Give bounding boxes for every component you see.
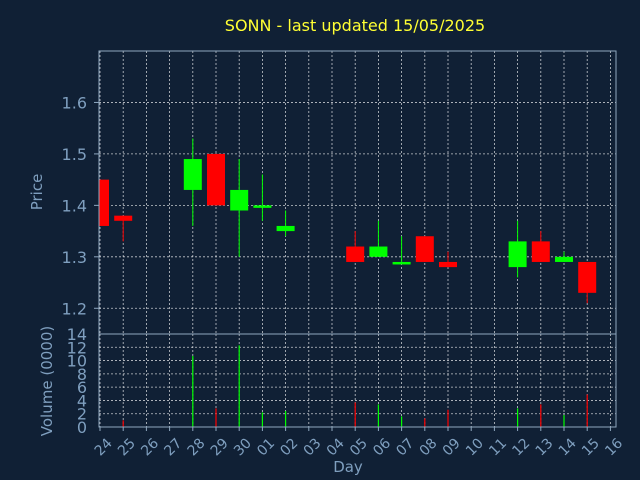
volume-tick-label: 8: [77, 365, 87, 384]
volume-tick-label: 0: [77, 418, 87, 437]
candle-body: [508, 241, 527, 268]
volume-tick-label: 6: [77, 378, 87, 397]
x-tick-label: 10: [463, 435, 487, 459]
volume-panel-frame: [98, 333, 617, 428]
x-tick-label: 13: [533, 435, 557, 459]
price-tick-label: 1.2: [62, 299, 87, 318]
volume-tick-label: 10: [67, 352, 87, 371]
price-tick-label: 1.4: [62, 196, 87, 215]
candle-body: [114, 215, 133, 221]
price-axis-label: Price: [28, 174, 46, 211]
x-tick-label: 06: [370, 435, 394, 459]
candle-body: [207, 153, 225, 206]
x-tick-label: 15: [579, 435, 603, 459]
x-tick-label: 02: [277, 435, 301, 459]
price-tick-label: 1.6: [62, 93, 87, 112]
candle-body: [369, 246, 388, 257]
x-tick-label: 07: [393, 435, 417, 459]
candle-body: [531, 241, 550, 262]
candle-body: [439, 261, 457, 268]
x-tick-label: 04: [324, 435, 348, 459]
x-tick-label: 24: [92, 435, 116, 459]
x-tick-label: 01: [254, 435, 278, 459]
price-grid: [99, 51, 616, 334]
price-panel-frame: [98, 50, 617, 335]
x-tick-label: 26: [138, 435, 162, 459]
candle-body: [392, 261, 411, 265]
x-tick-label: 29: [208, 435, 232, 459]
x-tick-label: 08: [417, 435, 441, 459]
x-axis-label: Day: [333, 458, 363, 476]
volume-tick-label: 14: [67, 325, 87, 344]
price-marks: [99, 138, 597, 304]
volume-tick-label: 2: [77, 405, 87, 424]
x-tick-label: 30: [231, 435, 255, 459]
volume-tick-label: 4: [77, 391, 87, 410]
price-y-ticks: 1.2 1.3 1.4 1.5 1.6: [62, 93, 99, 318]
volume-tick-label: 12: [67, 338, 87, 357]
candle-body: [183, 159, 202, 190]
x-tick-label: 25: [115, 435, 139, 459]
price-tick-label: 1.5: [62, 145, 87, 164]
candle-body: [346, 246, 365, 262]
candle-body: [415, 236, 434, 262]
x-ticks: 24 25 26 27 28 29 30 01 02 03 04 05 06 07 08 09 10 11 12 13…: [92, 427, 626, 459]
volume-grid: [99, 333, 616, 428]
x-tick-label: 11: [486, 435, 510, 459]
candle-body: [276, 225, 295, 232]
chart-title: SONN - last updated 15/05/2025: [225, 16, 485, 35]
x-tick-label: 03: [301, 435, 325, 459]
x-tick-label: 05: [347, 435, 371, 459]
candle-body: [253, 205, 272, 208]
x-tick-label: 09: [440, 435, 464, 459]
volume-axis-label: Volume (0000): [38, 326, 56, 436]
candle-body: [230, 189, 249, 211]
candle-body: [555, 256, 573, 262]
candle-body: [578, 261, 597, 293]
volume-marks: [122, 345, 588, 427]
x-tick-label: 12: [509, 435, 533, 459]
x-tick-label: 16: [602, 435, 626, 459]
price-tick-label: 1.3: [62, 248, 87, 267]
x-tick-label: 14: [556, 435, 580, 459]
x-tick-label: 28: [185, 435, 209, 459]
candle-body: [100, 179, 109, 226]
x-tick-label: 27: [161, 435, 185, 459]
